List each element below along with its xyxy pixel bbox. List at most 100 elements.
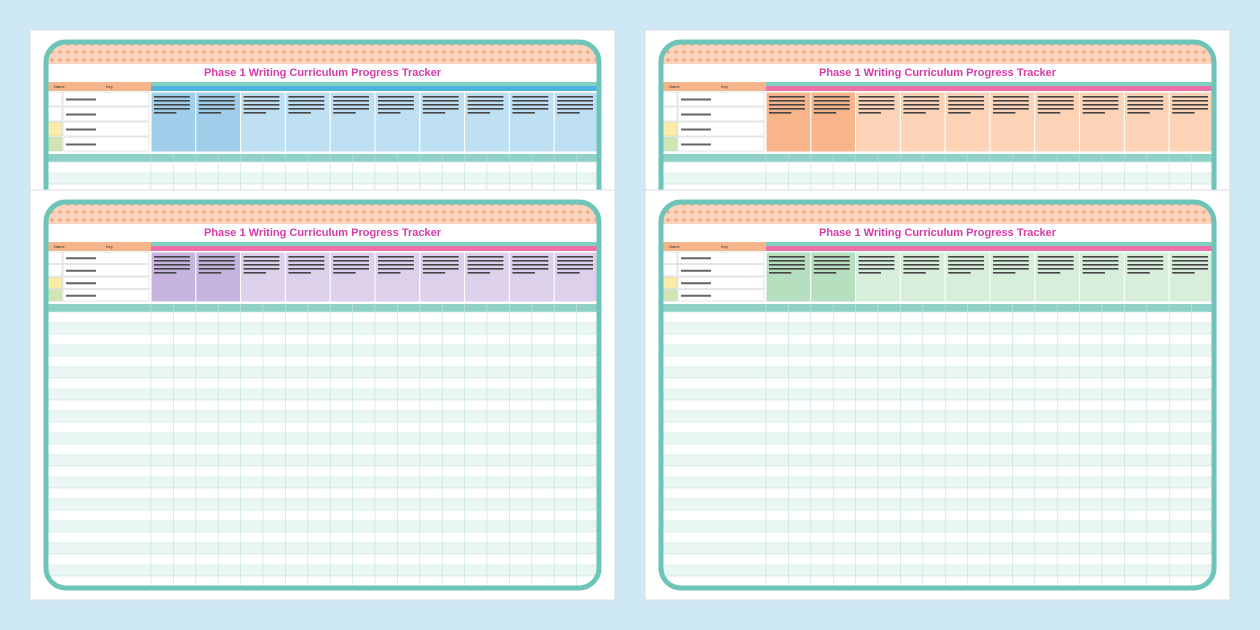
skill-text: [378, 108, 414, 110]
grid-row: [46, 388, 599, 401]
skill-text: [378, 96, 414, 98]
skill-text: [903, 108, 940, 110]
grid-row: [661, 421, 1214, 434]
skill-cell: [329, 251, 376, 303]
skill-cell: [150, 251, 197, 303]
skill-text: [422, 268, 459, 270]
skill-text: [378, 260, 414, 262]
group-header: [151, 242, 599, 246]
skill-text: [512, 96, 549, 98]
skill-cell: [195, 251, 242, 303]
skill-cell: [989, 251, 1036, 303]
skill-text: [1172, 100, 1209, 102]
frame: [658, 199, 1217, 591]
grid-row: [661, 355, 1214, 368]
skill-text: [288, 108, 325, 110]
key-text: [66, 98, 96, 101]
skill-text: [993, 272, 1016, 274]
skill-cell: [284, 251, 331, 303]
key-text: [66, 257, 96, 260]
skill-text: [198, 268, 235, 270]
skill-text: [1037, 268, 1074, 270]
skill-text: [769, 264, 805, 266]
skill-text: [858, 256, 895, 258]
skill-text: [512, 260, 549, 262]
key-text: [66, 282, 96, 285]
skill-text: [333, 108, 370, 110]
grid-row: [661, 465, 1214, 478]
grid-row: [661, 542, 1214, 555]
skill-text: [333, 100, 370, 102]
key-label: Key: [106, 84, 113, 89]
skill-text: [903, 264, 940, 266]
grid-row: [661, 553, 1214, 566]
skill-text: [243, 268, 280, 270]
skill-text: [1037, 108, 1074, 110]
skill-text: [422, 260, 459, 262]
skill-text: [154, 96, 190, 98]
skill-text: [858, 112, 881, 114]
skill-text: [903, 104, 940, 106]
skill-text: [288, 104, 325, 106]
skill-text: [154, 104, 190, 106]
skill-text: [948, 264, 985, 266]
key-swatch: [662, 276, 678, 289]
key-header: [46, 242, 151, 251]
sheet-title: Phase 1 Writing Curriculum Progress Trac…: [204, 67, 442, 79]
key-text: [681, 128, 711, 131]
skill-text: [1037, 112, 1061, 114]
skill-cell: [765, 251, 812, 303]
grid-row: [46, 476, 599, 489]
skill-cell: [329, 91, 376, 153]
skill-text: [288, 268, 325, 270]
skill-text: [769, 100, 805, 102]
skill-text: [1127, 112, 1150, 114]
skill-text: [557, 96, 594, 98]
key-swatch: [47, 289, 63, 302]
skill-text: [858, 260, 895, 262]
grid-row: [46, 161, 599, 174]
skill-cell: [374, 91, 421, 153]
group-header: [766, 242, 1214, 246]
skill-text: [557, 112, 580, 114]
key-label: Key: [106, 244, 113, 249]
skill-text: [467, 104, 504, 106]
skill-cell: [1079, 251, 1125, 303]
skill-text: [1172, 112, 1195, 114]
skill-text: [948, 112, 971, 114]
grid-row: [46, 520, 599, 533]
grid-row: [46, 421, 599, 434]
skill-text: [1037, 260, 1074, 262]
skill-text: [769, 112, 792, 114]
sheet-content: Phase 1 Writing Curriculum Progress Trac…: [46, 202, 599, 588]
skill-text: [813, 256, 850, 258]
skill-text: [243, 264, 280, 266]
skill-text: [948, 268, 985, 270]
grid-row: [46, 553, 599, 566]
skill-text: [333, 272, 356, 274]
skill-text: [993, 112, 1016, 114]
skill-text: [948, 104, 985, 106]
skill-text: [903, 96, 940, 98]
skill-text: [512, 112, 535, 114]
skill-text: [288, 100, 325, 102]
skill-cell: [1034, 91, 1081, 153]
skill-text: [243, 108, 280, 110]
skill-cell: [553, 91, 599, 153]
skill-cell: [374, 251, 421, 303]
dot-strip: [46, 202, 599, 224]
skill-text: [858, 272, 881, 274]
skill-text: [948, 108, 985, 110]
skill-cell: [240, 91, 286, 153]
skill-text: [512, 264, 549, 266]
skill-text: [813, 264, 850, 266]
skill-text: [903, 268, 940, 270]
skill-text: [378, 104, 414, 106]
skill-text: [154, 256, 190, 258]
skill-text: [993, 256, 1029, 258]
sheet-title: Phase 1 Writing Curriculum Progress Trac…: [819, 227, 1057, 239]
skill-text: [1037, 256, 1074, 258]
skill-text: [198, 260, 235, 262]
skill-text: [288, 96, 325, 98]
